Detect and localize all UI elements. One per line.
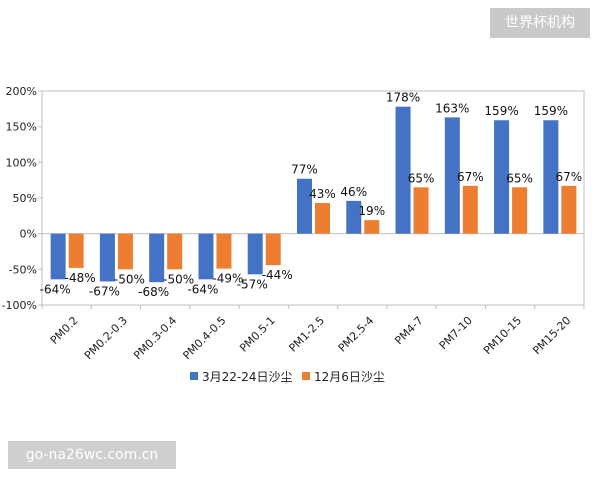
data-label-series-1: 77%: [291, 163, 318, 177]
data-label-series-2: -49%: [212, 272, 243, 286]
chart-legend: 3月22-24日沙尘 12月6日沙尘: [190, 370, 385, 384]
x-category-label: PM0.2: [48, 314, 81, 347]
legend-label: 3月22-24日沙尘: [202, 370, 293, 384]
y-tick-label: 50%: [13, 192, 37, 205]
y-tick-label: -100%: [2, 299, 37, 312]
data-label-series-2: -48%: [65, 271, 96, 285]
y-tick-label: 150%: [6, 121, 37, 134]
data-label-series-1: 159%: [534, 104, 568, 118]
data-label-series-2: -44%: [262, 268, 293, 282]
data-label-series-1: -68%: [138, 285, 169, 299]
x-category-label: PM10-15: [481, 314, 524, 357]
bar-series-1: [543, 120, 559, 234]
bar-series-1: [297, 178, 312, 234]
chart-category-labels: PM0.2 PM0.2-0.3 PM0.3-0.4 PM0.4-0.5 PM0.5-1 P…: [48, 314, 574, 362]
bar-series-2: [265, 233, 281, 266]
bar-series-1: [247, 233, 263, 275]
legend-swatch: [302, 372, 310, 380]
x-category-label: PM0.3-0.4: [131, 314, 179, 362]
bar-series-1: [149, 233, 165, 283]
data-label-series-1: 159%: [484, 104, 518, 118]
data-label-series-2: 19%: [358, 204, 385, 218]
bar-series-2: [68, 233, 84, 268]
bar-series-2: [315, 202, 330, 234]
data-label-series-1: 46%: [340, 185, 367, 199]
chart-data-labels: -64%-48%-67%-50%-68%-50%-64%-49%-57%-44%…: [40, 91, 583, 299]
legend-item-series-1: 3月22-24日沙尘: [190, 370, 293, 384]
bar-series-2: [512, 187, 528, 234]
bar-series-2: [117, 233, 133, 270]
watermark-badge: 世界杯机构: [490, 8, 590, 38]
data-label-series-1: -57%: [237, 277, 268, 291]
legend-swatch: [190, 372, 198, 380]
data-label-series-2: 67%: [556, 170, 583, 184]
bar-series-1: [395, 106, 411, 234]
data-label-series-1: -64%: [187, 282, 218, 296]
x-category-label: PM4-7: [392, 314, 425, 347]
x-category-label: PM0.4-0.5: [180, 314, 228, 362]
x-category-label: PM2.5-4: [336, 314, 377, 355]
bar-series-1: [444, 117, 460, 234]
data-label-series-2: -50%: [163, 272, 194, 286]
bar-series-2: [561, 185, 577, 234]
data-label-series-2: 65%: [506, 171, 533, 185]
bar-series-2: [462, 185, 478, 234]
y-tick-label: 100%: [6, 156, 37, 169]
data-label-series-1: 163%: [435, 101, 469, 115]
bar-series-1: [198, 233, 214, 280]
bar-series-2: [364, 220, 380, 234]
chart-axes: -100% -50% 0% 50% 100% 150% 200%: [2, 85, 585, 312]
x-category-label: PM0.5-1: [237, 314, 278, 355]
data-label-series-2: 65%: [408, 171, 435, 185]
chart-bars: [50, 106, 577, 283]
x-category-label: PM7-10: [437, 314, 475, 352]
data-label-series-2: 67%: [457, 170, 484, 184]
data-label-series-2: 43%: [309, 187, 336, 201]
data-label-series-1: -64%: [40, 282, 71, 296]
y-tick-label: 200%: [6, 85, 37, 98]
watermark-url: go-na26wc.com.cn: [8, 441, 176, 469]
bar-series-1: [99, 233, 115, 282]
legend-label: 12月6日沙尘: [314, 370, 385, 384]
y-tick-label: 0%: [20, 228, 37, 241]
x-category-label: PM1-2.5: [286, 314, 327, 355]
legend-item-series-2: 12月6日沙尘: [302, 370, 385, 384]
bar-series-2: [216, 233, 232, 269]
bar-series-1: [346, 200, 362, 234]
bar-series-1: [50, 233, 66, 280]
bar-series-2: [413, 187, 429, 234]
data-label-series-2: -50%: [114, 272, 145, 286]
x-category-label: PM0.2-0.3: [82, 314, 130, 362]
data-label-series-1: -67%: [89, 284, 120, 298]
x-category-label: PM15-20: [530, 314, 573, 357]
bar-series-2: [167, 233, 183, 270]
data-label-series-1: 178%: [386, 91, 420, 105]
y-tick-label: -50%: [9, 263, 37, 276]
bar-series-1: [494, 120, 510, 234]
